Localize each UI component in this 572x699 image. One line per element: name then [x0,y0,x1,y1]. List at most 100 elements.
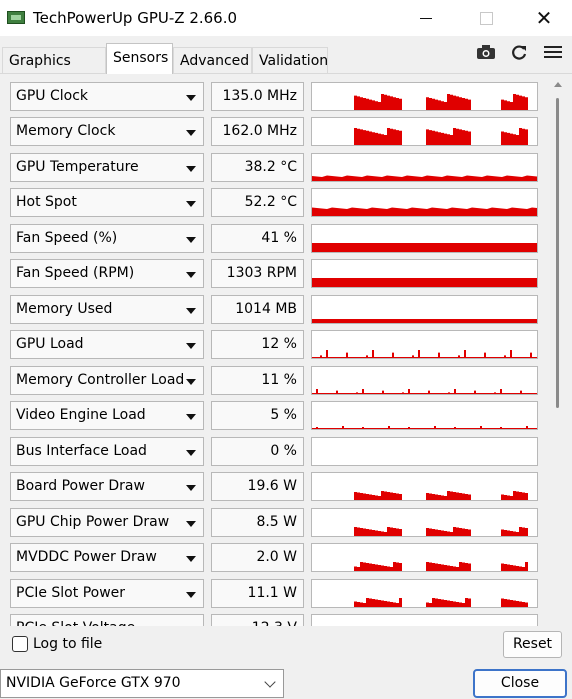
sensor-value: 11 % [211,366,304,395]
sensor-graph [311,188,538,217]
close-window-button[interactable]: ✕ [520,4,568,32]
dropdown-arrow-icon [186,308,196,314]
minimize-button[interactable] [402,4,450,32]
tab-advanced[interactable]: Advanced [173,47,252,73]
sensor-graph-trace [312,243,537,252]
sensor-row: Fan Speed (%) 41 % [0,224,550,254]
sensor-row: Fan Speed (RPM) 1303 RPM [0,259,550,289]
sensor-name-dropdown[interactable]: MVDDC Power Draw [10,543,204,572]
sensor-value: 41 % [211,224,304,253]
sensor-row: GPU Clock 135.0 MHz [0,82,550,112]
sensor-graph-trace [312,598,537,607]
sensor-graph-plot [312,175,537,181]
sensor-name-dropdown[interactable]: PCIe Slot Power [10,579,204,608]
sensor-name-dropdown[interactable]: Fan Speed (RPM) [10,259,204,288]
sensor-name-label: PCIe Slot Power [16,585,126,601]
sensor-graph-trace [312,207,537,216]
dropdown-arrow-icon [186,272,196,278]
sensor-value: 11.1 W [211,579,304,608]
sensor-name-label: MVDDC Power Draw [16,549,157,565]
sensor-name-label: GPU Load [16,336,84,352]
sensor-graph-plot [312,438,537,465]
sensor-graph-plot [312,128,537,145]
sensor-value: 38.2 °C [211,153,304,182]
sensor-graph-trace [312,94,537,110]
hamburger-menu-icon [544,46,562,58]
dropdown-arrow-icon [186,130,196,136]
scroll-up-arrow-icon[interactable] [554,82,562,87]
vertical-scrollbar[interactable] [551,74,564,626]
sensor-name-dropdown[interactable]: Memory Used [10,295,204,324]
maximize-icon [480,12,493,25]
sensor-graph-trace [312,562,537,571]
screenshot-button[interactable] [475,44,497,62]
minimize-icon [420,18,432,19]
sensor-name-label: Board Power Draw [16,478,145,494]
chevron-down-icon [264,676,276,688]
sensor-row: Bus Interface Load 0 % [0,437,550,467]
sensor-name-dropdown[interactable]: GPU Temperature [10,153,204,182]
sensor-value: 19.6 W [211,472,304,501]
sensor-row: Memory Controller Load 11 % [0,366,550,396]
dropdown-arrow-icon [186,592,196,598]
sensor-value: 12 % [211,330,304,359]
sensor-graph-trace [312,527,537,536]
sensor-graph [311,579,538,608]
tab-sensors[interactable]: Sensors [106,43,173,74]
reset-button[interactable]: Reset [503,631,562,658]
dropdown-arrow-icon [186,450,196,456]
sensor-graph-plot [312,94,537,110]
dropdown-arrow-icon [186,485,196,491]
sensor-row: Memory Used 1014 MB [0,295,550,325]
sensor-name-dropdown[interactable]: Bus Interface Load [10,437,204,466]
dropdown-arrow-icon [186,379,196,385]
sensor-graph-plot [312,319,537,323]
sensor-graph-trace [312,319,537,323]
sensor-name-dropdown[interactable]: GPU Clock [10,82,204,111]
sensor-list: GPU Clock 135.0 MHz Memory Clock 162.0 MHz G… [0,74,550,626]
menu-button[interactable] [542,44,564,62]
sensor-name-dropdown[interactable]: Memory Controller Load [10,366,204,395]
sensor-row: Board Power Draw 19.6 W [0,472,550,502]
sensor-graph-plot [312,562,537,571]
sensor-graph-trace [312,491,537,500]
dropdown-arrow-icon [186,556,196,562]
sensor-name-dropdown[interactable]: Memory Clock [10,117,204,146]
gpu-select-dropdown[interactable]: NVIDIA GeForce GTX 970 [0,669,284,698]
tab-divider [0,73,572,74]
sensor-graph-plot [312,491,537,500]
sensor-name-dropdown[interactable]: GPU Load [10,330,204,359]
sensor-row: Hot Spot 52.2 °C [0,188,550,218]
dropdown-arrow-icon [186,201,196,207]
sensor-name-label: Memory Used [16,301,113,317]
log-to-file-checkbox[interactable] [12,636,28,652]
tab-validation[interactable]: Validation [252,47,328,73]
dropdown-arrow-icon [186,237,196,243]
sensor-graph [311,295,538,324]
refresh-button[interactable] [508,44,530,62]
sensor-graph-trace [312,426,537,429]
close-button[interactable]: Close [473,669,567,698]
sensor-value: 2.0 W [211,543,304,572]
sensor-graph [311,82,538,111]
tab-graphics-card[interactable]: Graphics Card [2,47,106,95]
sensor-row: MVDDC Power Draw 2.0 W [0,543,550,573]
dropdown-arrow-icon [186,95,196,101]
sensor-name-dropdown[interactable]: Video Engine Load [10,401,204,430]
sensor-graph [311,401,538,430]
sensor-graph-plot [312,350,537,358]
sensor-name-label: Fan Speed (%) [16,230,118,246]
log-to-file-label[interactable]: Log to file [33,636,103,652]
sensor-row: Video Engine Load 5 % [0,401,550,431]
sensor-graph [311,366,538,395]
sensor-name-dropdown[interactable]: PCIe Slot Voltage [10,614,204,626]
sensor-name-label: GPU Chip Power Draw [16,514,170,530]
scroll-thumb[interactable] [556,98,559,408]
maximize-button[interactable] [462,4,510,32]
sensor-name-dropdown[interactable]: Board Power Draw [10,472,204,501]
sensor-graph [311,472,538,501]
sensor-name-dropdown[interactable]: Hot Spot [10,188,204,217]
dropdown-arrow-icon [186,343,196,349]
sensor-name-dropdown[interactable]: GPU Chip Power Draw [10,508,204,537]
sensor-name-dropdown[interactable]: Fan Speed (%) [10,224,204,253]
